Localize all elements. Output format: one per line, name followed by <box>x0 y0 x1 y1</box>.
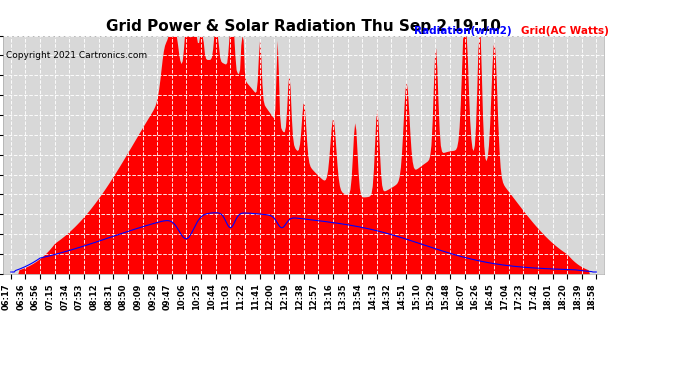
Text: Radiation(w/m2): Radiation(w/m2) <box>414 26 511 36</box>
Text: Copyright 2021 Cartronics.com: Copyright 2021 Cartronics.com <box>6 51 147 60</box>
Text: Grid(AC Watts): Grid(AC Watts) <box>521 26 609 36</box>
Title: Grid Power & Solar Radiation Thu Sep 2 19:10: Grid Power & Solar Radiation Thu Sep 2 1… <box>106 20 501 34</box>
